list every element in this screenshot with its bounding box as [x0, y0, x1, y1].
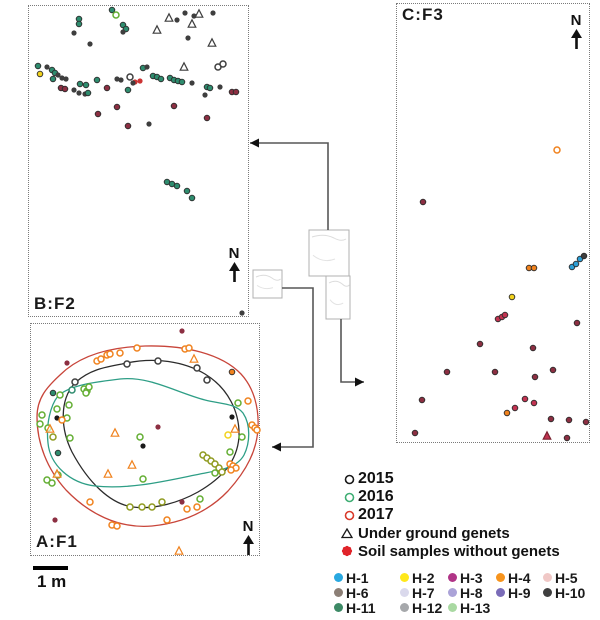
thumbnail-sketch	[256, 284, 274, 290]
panel-c-f3	[396, 3, 590, 443]
map-thumbnail	[325, 275, 351, 320]
legend-year-label: 2015	[358, 470, 394, 487]
thumbnail-sketch	[255, 274, 281, 281]
genotype-label: H-8	[460, 584, 483, 601]
north-label: N	[570, 12, 582, 29]
legend-year-item: 2017	[344, 506, 394, 524]
genotype-label: H-10	[555, 584, 586, 601]
north-arrow-icon	[242, 535, 254, 555]
genotype-label: H-5	[555, 569, 578, 586]
year-circle-icon	[344, 474, 358, 485]
connector-arrow	[355, 377, 364, 387]
genotype-color-swatch	[448, 573, 457, 582]
genotype-label: H-12	[412, 599, 443, 616]
genotype-legend-item: H-11	[334, 599, 400, 616]
genotype-color-swatch	[334, 603, 343, 612]
soil-sample-icon	[341, 545, 358, 558]
legend-year-label: 2016	[358, 488, 394, 505]
underground-genet-icon	[341, 527, 358, 539]
panel-label-b: B:F2	[34, 294, 76, 313]
genotype-label: H-4	[508, 569, 531, 586]
genotype-color-swatch	[543, 573, 552, 582]
genotype-legend-item: H-12	[400, 599, 448, 616]
genotype-label: H-6	[346, 584, 369, 601]
genotype-legend-item: H-2	[400, 569, 448, 586]
legend-marker-label: Under ground genets	[358, 524, 510, 542]
genotype-legend-item: H-13	[448, 599, 496, 616]
genotype-color-swatch	[400, 603, 409, 612]
panel-label-c: C:F3	[402, 5, 444, 24]
genotype-color-swatch	[543, 588, 552, 597]
north-arrow-b: N	[224, 246, 244, 287]
connector-line	[340, 319, 364, 383]
genotype-legend-item: H-9	[496, 584, 543, 601]
genotype-legend-item: H-5	[543, 569, 599, 586]
connector-arrow	[272, 442, 281, 452]
north-label: N	[228, 245, 240, 262]
genotype-label: H-3	[460, 569, 483, 586]
genotype-color-swatch	[334, 573, 343, 582]
map-thumbnail	[308, 229, 350, 277]
connector-line	[272, 287, 314, 448]
legend-year-label: 2017	[358, 506, 394, 523]
thumbnail-sketch	[312, 254, 336, 262]
genotype-legend-item: H-10	[543, 584, 599, 601]
year-circle-icon	[344, 510, 358, 521]
panel-b-f2	[28, 5, 249, 317]
panel-a-f1	[30, 323, 260, 556]
genotype-label: H-1	[346, 569, 369, 586]
genotype-legend-item: H-6	[334, 584, 400, 601]
legend-marker-item: Under ground genets	[341, 524, 560, 542]
connector-line	[250, 142, 329, 230]
legend-years: 2015 2016 2017	[344, 470, 394, 524]
thumbnail-sketch	[329, 299, 344, 306]
genotype-legend-item: H-3	[448, 569, 496, 586]
north-arrow-c: N	[566, 13, 586, 54]
legend-marker-item: Soil samples without genets	[341, 542, 560, 560]
genotype-label: H-9	[508, 584, 531, 601]
genotype-color-swatch	[400, 588, 409, 597]
genotype-color-swatch	[334, 588, 343, 597]
north-arrow-icon	[228, 262, 240, 282]
genotype-color-swatch	[448, 603, 457, 612]
genotype-color-swatch	[400, 573, 409, 582]
legend-marker-label: Soil samples without genets	[358, 542, 560, 560]
genotype-legend-item: H-1	[334, 569, 400, 586]
genotype-label: H-7	[412, 584, 435, 601]
scale-bar-label: 1 m	[37, 572, 67, 591]
genotype-label: H-13	[460, 599, 491, 616]
thumbnail-sketch	[311, 234, 347, 241]
connector-arrow	[250, 138, 259, 148]
north-label: N	[242, 518, 254, 535]
panel-label-a: A:F1	[36, 532, 78, 551]
genotype-label: H-2	[412, 569, 435, 586]
scale-bar	[33, 566, 68, 570]
genotype-label: H-11	[346, 599, 376, 616]
genotype-legend-item: H-4	[496, 569, 543, 586]
genotype-color-swatch	[496, 573, 505, 582]
legend-genotypes: H-1 H-2 H-3 H-4 H-5 H-6 H-7 H-8 H-9 H-10 H-11 H-12 H…	[334, 569, 599, 616]
genotype-legend-item: H-8	[448, 584, 496, 601]
year-circle-icon	[344, 492, 358, 503]
genotype-color-swatch	[496, 588, 505, 597]
legend-year-item: 2016	[344, 488, 394, 506]
map-thumbnail	[252, 269, 283, 299]
north-arrow-icon	[570, 29, 582, 49]
thumbnail-sketch	[328, 280, 350, 287]
legend-year-item: 2015	[344, 470, 394, 488]
north-arrow-a: N	[238, 519, 258, 560]
legend-markers: Under ground genets Soil samples without …	[341, 524, 560, 560]
genotype-color-swatch	[448, 588, 457, 597]
genotype-legend-item: H-7	[400, 584, 448, 601]
